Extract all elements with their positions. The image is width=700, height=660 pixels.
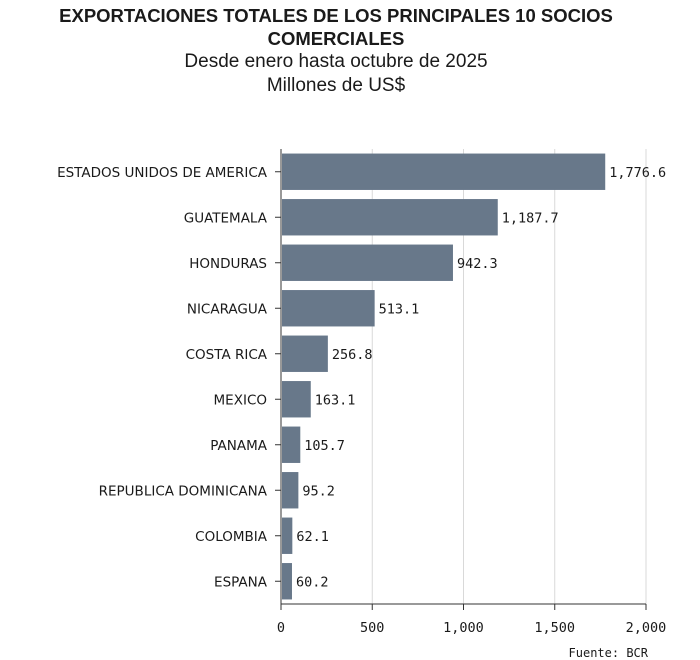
value-label-8: 62.1: [296, 529, 329, 545]
value-label-0: 1,776.6: [609, 165, 666, 181]
value-label-3: 513.1: [379, 301, 420, 317]
x-tick-label-2: 1,000: [443, 620, 484, 636]
x-tick-label-0: 0: [277, 620, 285, 636]
bar-0: [282, 153, 606, 190]
value-label-5: 163.1: [315, 392, 356, 408]
bar-9: [282, 563, 292, 600]
category-label-8: COLOMBIA: [195, 529, 268, 545]
value-label-1: 1,187.7: [502, 210, 559, 226]
category-label-0: ESTADOS UNIDOS DE AMERICA: [57, 165, 268, 181]
value-label-9: 60.2: [296, 574, 329, 590]
value-label-2: 942.3: [457, 256, 498, 272]
bar-8: [282, 517, 293, 554]
bar-6: [282, 426, 301, 463]
source-note: Fuente: BCR: [568, 646, 648, 660]
category-label-4: COSTA RICA: [186, 347, 268, 363]
chart-subtitle: Desde enero hasta octubre de 2025: [184, 51, 488, 72]
bar-4: [282, 335, 328, 372]
category-label-6: PANAMA: [210, 438, 267, 454]
category-label-7: REPUBLICA DOMINICANA: [99, 483, 268, 499]
category-label-2: HONDURAS: [189, 256, 267, 272]
x-tick-label-1: 500: [360, 620, 384, 636]
category-label-5: MEXICO: [214, 392, 267, 408]
category-label-1: GUATEMALA: [184, 210, 268, 226]
bar-5: [282, 381, 311, 418]
value-label-6: 105.7: [304, 438, 345, 454]
x-tick-label-3: 1,500: [534, 620, 575, 636]
x-tick-label-4: 2,000: [626, 620, 667, 636]
chart-header: EXPORTACIONES TOTALES DE LOS PRINCIPALES…: [0, 4, 672, 98]
chart-unit-label: Millones de US$: [266, 75, 406, 96]
bar-1: [282, 199, 498, 236]
category-label-9: ESPANA: [214, 574, 268, 590]
bar-7: [282, 472, 299, 509]
value-label-4: 256.8: [332, 347, 373, 363]
value-label-7: 95.2: [302, 483, 335, 499]
category-label-3: NICARAGUA: [187, 301, 268, 317]
bar-2: [282, 244, 453, 281]
chart-title: EXPORTACIONES TOTALES DE LOS PRINCIPALES…: [59, 5, 613, 49]
bar-3: [282, 290, 375, 327]
